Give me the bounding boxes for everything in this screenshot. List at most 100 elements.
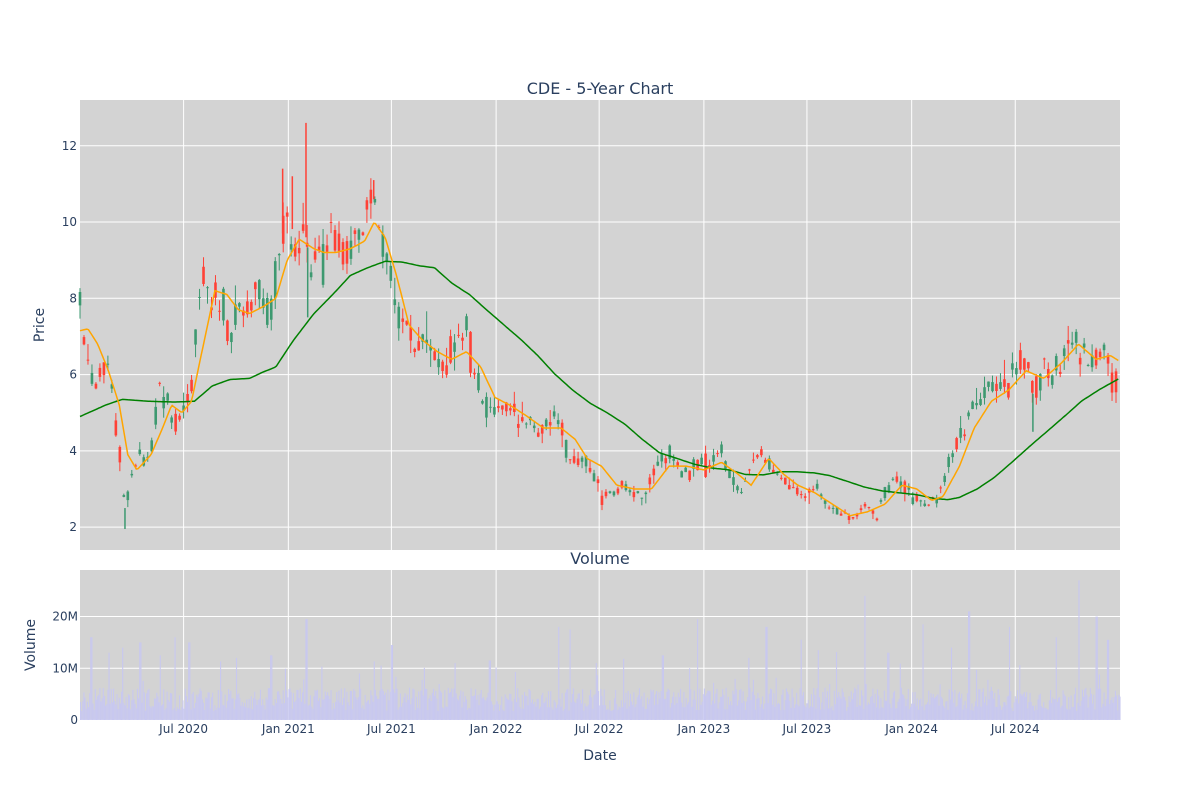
volume-bar <box>991 691 994 720</box>
candle-body <box>867 507 871 509</box>
volume-bar <box>454 663 456 720</box>
volume-bar <box>217 690 219 720</box>
volume-bar <box>125 696 127 720</box>
volume-bar <box>599 705 601 720</box>
candle-body <box>405 320 409 325</box>
volume-bar <box>1113 697 1115 720</box>
volume-bar <box>609 700 611 720</box>
volume-bar <box>411 698 413 720</box>
volume-bar <box>122 647 124 720</box>
volume-bar <box>866 705 868 720</box>
volume-bar <box>1055 637 1057 720</box>
volume-bar <box>808 708 810 720</box>
volume-bar <box>950 647 953 720</box>
volume-bar <box>681 702 683 720</box>
volume-bar <box>740 688 742 720</box>
volume-bar <box>1002 707 1004 720</box>
candle-body <box>457 334 460 336</box>
volume-bar <box>194 702 197 720</box>
volume-bar <box>792 697 794 720</box>
volume-bar <box>608 709 610 720</box>
volume-bar <box>101 698 103 720</box>
candle-body <box>628 490 632 493</box>
volume-bar <box>201 699 203 720</box>
candle-body <box>524 423 528 425</box>
volume-bar <box>378 698 380 720</box>
volume-bar <box>1049 690 1052 720</box>
volume-bar <box>646 697 649 720</box>
candle-body <box>445 365 448 375</box>
volume-bar <box>791 688 793 720</box>
candle-body <box>995 383 998 392</box>
volume-bar <box>582 689 584 720</box>
volume-bar <box>1077 702 1079 720</box>
price-plot-background <box>80 100 1120 550</box>
volume-bar <box>207 692 209 720</box>
volume-bar <box>598 691 600 720</box>
candle-body <box>975 403 978 406</box>
volume-bar <box>993 698 995 720</box>
volume-bar <box>465 699 468 720</box>
candle-body <box>839 513 843 516</box>
volume-bar <box>387 689 389 720</box>
volume-bar <box>1021 695 1023 720</box>
volume-bar <box>752 679 754 720</box>
volume-bar <box>275 702 277 720</box>
volume-bar <box>333 708 335 720</box>
volume-bar <box>1057 697 1060 720</box>
volume-bar <box>1048 700 1050 720</box>
volume-bar <box>661 655 663 720</box>
volume-bar <box>610 710 612 720</box>
volume-bar <box>238 693 240 720</box>
volume-x-tick-label: Jul 2024 <box>990 722 1040 736</box>
volume-bar <box>891 698 893 720</box>
volume-bar <box>245 707 247 720</box>
volume-bar <box>494 704 496 720</box>
volume-bar <box>627 690 629 720</box>
volume-bar <box>685 698 687 720</box>
volume-bar <box>1108 639 1110 720</box>
candle-body <box>194 329 197 345</box>
volume-bar <box>764 703 766 720</box>
volume-bar <box>1101 707 1103 720</box>
volume-bar <box>345 710 347 720</box>
candle-body <box>501 405 504 410</box>
volume-bar <box>726 709 728 720</box>
candle-body <box>238 303 241 307</box>
volume-bar <box>265 697 267 720</box>
volume-bar <box>176 707 178 720</box>
volume-bar <box>457 700 460 720</box>
volume-bar <box>748 657 750 720</box>
candle-body <box>955 438 958 450</box>
volume-bar <box>596 675 598 720</box>
volume-bar <box>418 691 420 720</box>
candle-body <box>899 481 903 488</box>
volume-bar <box>768 693 770 720</box>
volume-bar <box>722 689 724 720</box>
volume-bar <box>546 707 548 720</box>
volume-bar <box>567 688 569 720</box>
volume-bar <box>1038 694 1040 720</box>
candle-body <box>1031 381 1034 393</box>
volume-bar <box>1118 694 1120 720</box>
volume-bar <box>1003 701 1005 720</box>
volume-bar <box>344 688 346 720</box>
volume-bar <box>858 705 860 720</box>
candle-body <box>1042 358 1046 360</box>
candle-body <box>907 486 911 490</box>
volume-bar <box>414 710 416 720</box>
volume-bar <box>853 693 855 720</box>
candle-body <box>309 272 313 278</box>
volume-bar <box>974 701 976 720</box>
price-y-ticks: 2 4 6 8 10 12 <box>62 139 77 534</box>
volume-y-ticks: 0 10M 20M <box>52 610 78 727</box>
volume-bar <box>1104 706 1106 720</box>
volume-bar <box>504 694 506 720</box>
volume-bar <box>541 695 543 720</box>
volume-bar <box>995 706 997 720</box>
volume-bar <box>360 688 362 720</box>
volume-bar <box>233 708 235 720</box>
volume-bar <box>669 707 671 720</box>
volume-bar <box>996 707 998 720</box>
volume-bar <box>730 701 732 720</box>
